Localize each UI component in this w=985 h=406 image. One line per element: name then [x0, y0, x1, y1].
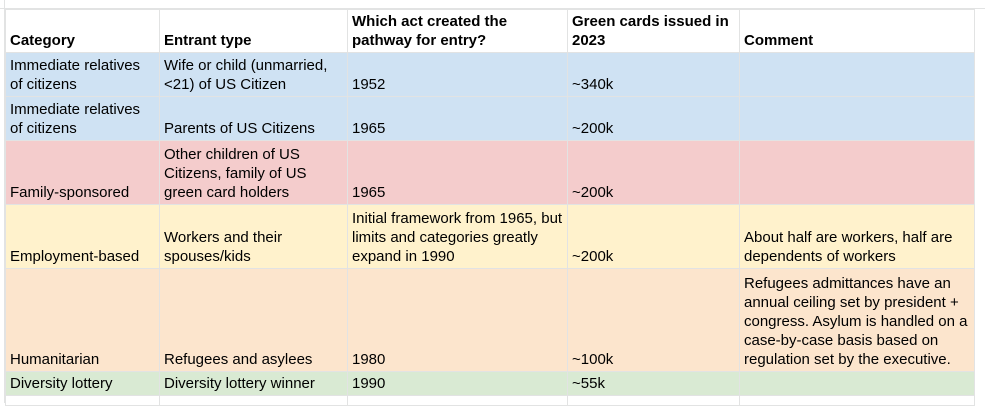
cell-comment[interactable] — [739, 52, 975, 97]
cell-green-cards[interactable]: ~55k — [567, 371, 740, 396]
header-row: Category Entrant type Which act created … — [5, 9, 975, 53]
cell-green-cards[interactable]: ~200k — [567, 204, 740, 269]
cell-comment[interactable] — [739, 371, 975, 396]
empty-cell[interactable] — [347, 395, 568, 406]
header-act[interactable]: Which act created the pathway for entry? — [347, 9, 568, 53]
empty-cell[interactable] — [159, 395, 348, 406]
cell-act[interactable]: Initial framework from 1965, but limits … — [347, 204, 568, 269]
header-category[interactable]: Category — [5, 9, 160, 53]
cell-entrant-type[interactable]: Other children of US Citizens, family of… — [159, 140, 348, 205]
cell-category[interactable]: Immediate relatives of citizens — [5, 96, 160, 141]
empty-cell[interactable] — [5, 395, 160, 406]
table-row: Humanitarian Refugees and asylees 1980 ~… — [5, 268, 975, 372]
cell-green-cards[interactable]: ~340k — [567, 52, 740, 97]
empty-row — [5, 395, 975, 406]
immigration-table: Category Entrant type Which act created … — [5, 9, 975, 406]
header-comment[interactable]: Comment — [739, 9, 975, 53]
header-entrant-type[interactable]: Entrant type — [159, 9, 348, 53]
cell-green-cards[interactable]: ~100k — [567, 268, 740, 372]
empty-cell[interactable] — [739, 395, 975, 406]
header-green-cards[interactable]: Green cards issued in 2023 — [567, 9, 740, 53]
table-row: Family-sponsored Other children of US Ci… — [5, 140, 975, 205]
sheet-left-gutter — [0, 0, 5, 403]
cell-entrant-type[interactable]: Diversity lottery winner — [159, 371, 348, 396]
cell-category[interactable]: Family-sponsored — [5, 140, 160, 205]
cell-entrant-type[interactable]: Refugees and asylees — [159, 268, 348, 372]
table-row: Immediate relatives of citizens Wife or … — [5, 52, 975, 97]
cell-category[interactable]: Employment-based — [5, 204, 160, 269]
cell-comment[interactable]: Refugees admittances have an annual ceil… — [739, 268, 975, 372]
cell-act[interactable]: 1990 — [347, 371, 568, 396]
cell-entrant-type[interactable]: Parents of US Citizens — [159, 96, 348, 141]
cell-category[interactable]: Humanitarian — [5, 268, 160, 372]
cell-entrant-type[interactable]: Wife or child (unmarried, <21) of US Cit… — [159, 52, 348, 97]
cell-act[interactable]: 1980 — [347, 268, 568, 372]
cell-act[interactable]: 1952 — [347, 52, 568, 97]
table-row: Immediate relatives of citizens Parents … — [5, 96, 975, 141]
table-row: Employment-based Workers and their spous… — [5, 204, 975, 269]
cell-category[interactable]: Immediate relatives of citizens — [5, 52, 160, 97]
cell-entrant-type[interactable]: Workers and their spouses/kids — [159, 204, 348, 269]
cell-category[interactable]: Diversity lottery — [5, 371, 160, 396]
cell-green-cards[interactable]: ~200k — [567, 96, 740, 141]
cell-comment[interactable] — [739, 96, 975, 141]
cell-green-cards[interactable]: ~200k — [567, 140, 740, 205]
cell-act[interactable]: 1965 — [347, 140, 568, 205]
sheet-top-gutter — [0, 0, 985, 9]
cell-comment[interactable]: About half are workers, half are depende… — [739, 204, 975, 269]
cell-comment[interactable] — [739, 140, 975, 205]
table-row: Diversity lottery Diversity lottery winn… — [5, 371, 975, 396]
cell-act[interactable]: 1965 — [347, 96, 568, 141]
empty-cell[interactable] — [567, 395, 740, 406]
